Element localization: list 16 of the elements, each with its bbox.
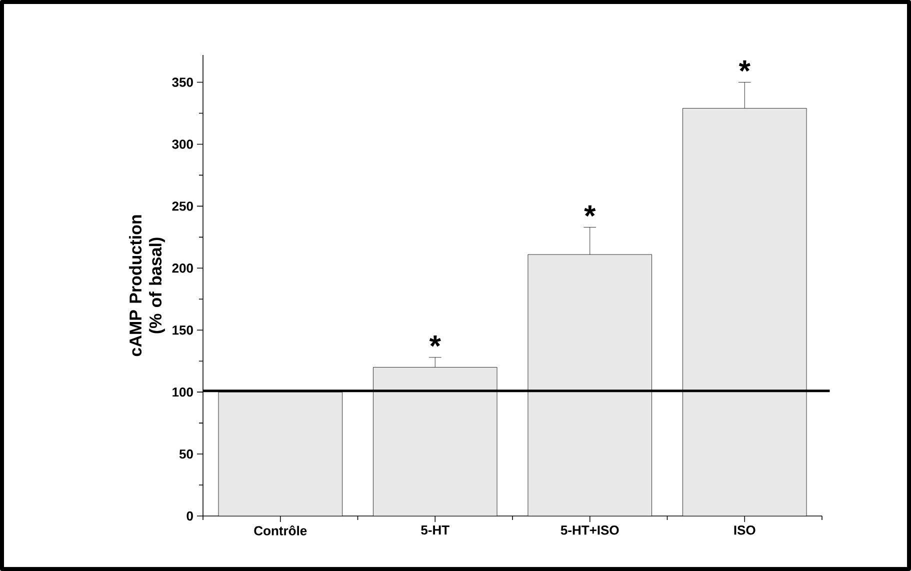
annotation: * bbox=[429, 336, 441, 347]
y-tick-label: 50 bbox=[179, 449, 193, 459]
y-tick-label: 0 bbox=[186, 511, 193, 521]
annotation: * bbox=[584, 205, 596, 217]
y-tick-label: 350 bbox=[172, 78, 193, 87]
y-tick-label: 200 bbox=[172, 264, 193, 273]
x-tick-label: 5-HT bbox=[421, 526, 450, 535]
y-tick-label: 300 bbox=[172, 140, 193, 149]
y-tick-label: 150 bbox=[172, 326, 193, 335]
y-tick-label: 250 bbox=[172, 202, 193, 211]
y-axis-title: cAMP Production (% of basal) bbox=[129, 215, 165, 356]
x-tick-label: Contrôle bbox=[254, 526, 307, 536]
x-tick-label: ISO bbox=[734, 526, 756, 535]
y-tick-label: 100 bbox=[172, 387, 193, 397]
annotation: * bbox=[738, 60, 750, 72]
x-tick-label: 5-HT+ISO bbox=[560, 526, 619, 535]
